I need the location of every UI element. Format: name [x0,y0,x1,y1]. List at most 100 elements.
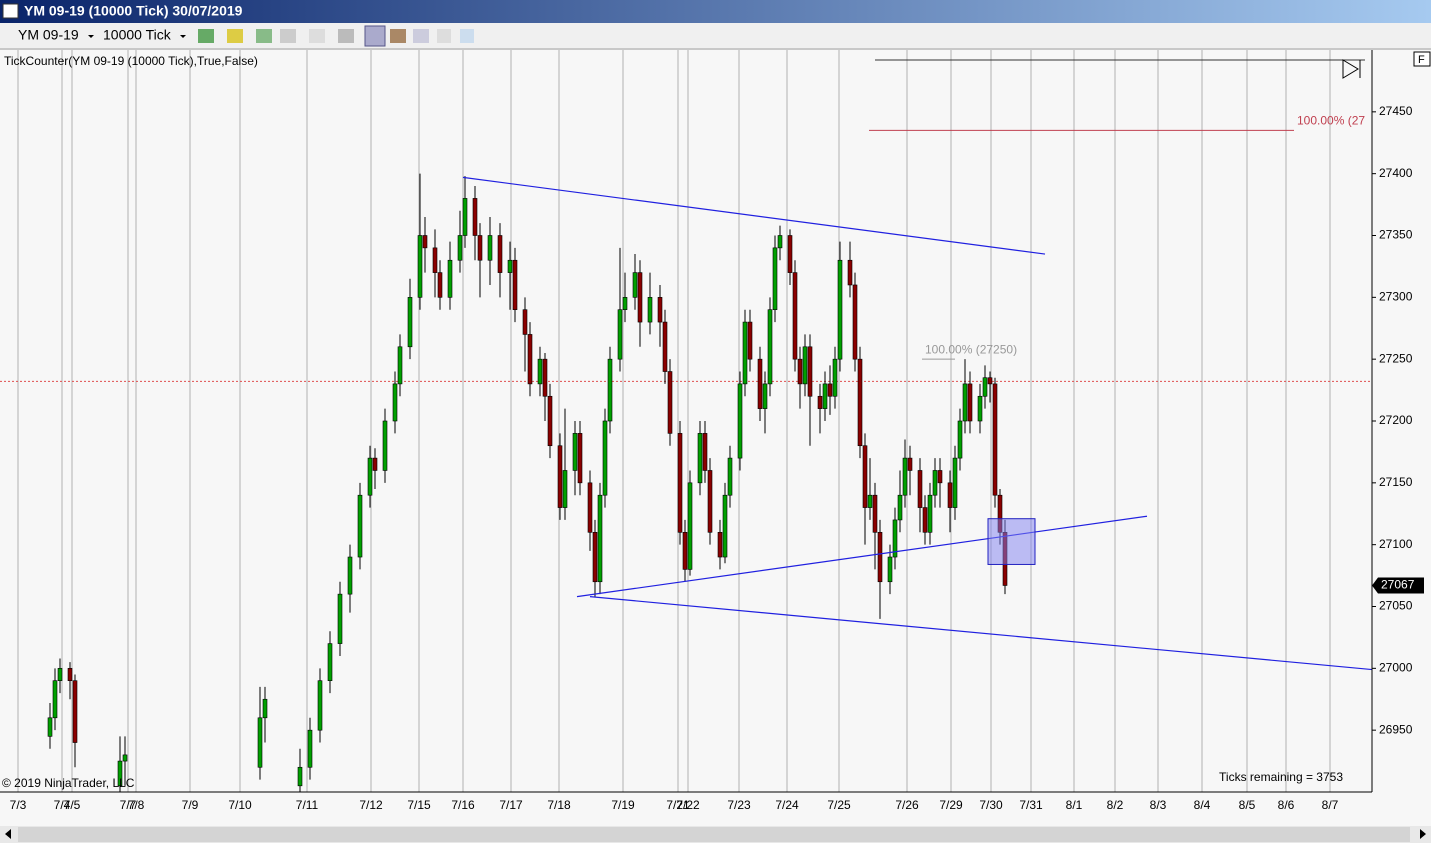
candle-body [717,531,723,558]
candle-body [797,358,803,385]
candle-body [577,433,583,484]
candle-body [262,698,268,719]
candle-body [317,680,323,731]
candle-body [632,272,638,298]
candle-body [932,470,938,496]
candle-body [677,433,683,533]
candle-body [557,445,563,508]
candle-body [927,494,933,533]
trend-line [462,176,1046,255]
draw-button[interactable] [227,29,243,43]
x-tick-label: 7/11 [296,798,319,812]
candle-body [777,235,783,249]
candle-body [822,383,828,409]
candle-body [327,643,333,681]
x-tick-label: 7/23 [727,798,751,812]
candle-body [952,457,958,508]
candle-body [867,494,873,508]
candle-body [827,383,833,397]
x-tick-label: 8/1 [1066,798,1083,812]
candle-body [687,482,693,570]
candle-body [742,321,748,385]
x-tick-label: 7/16 [451,798,475,812]
x-tick-label: 7/21 [666,798,690,812]
y-tick-label: 27050 [1379,599,1413,613]
x-tick-label: 7/19 [611,798,635,812]
candle-body [67,668,73,681]
properties-button[interactable] [390,29,406,43]
instrument-selector[interactable]: YM 09-19 [18,27,79,43]
y-tick-label: 27250 [1379,351,1413,365]
scroll-thumb[interactable] [18,827,1410,842]
candle-body [487,235,493,261]
x-tick-label: 8/7 [1322,798,1339,812]
last-price-label: 27067 [1381,578,1415,592]
candle-body [832,358,838,397]
toolbar-buttons [198,25,474,47]
chart-style-button[interactable] [198,29,214,43]
trend-line [589,596,1372,671]
y-tick-label: 27350 [1379,228,1413,242]
scroll-to-end[interactable] [1342,59,1361,79]
indicator-button[interactable] [256,29,272,43]
candle-body [862,445,868,508]
candle-body [807,346,813,397]
x-tick-label: 7/24 [775,798,799,812]
candle-body [307,729,313,768]
y-tick-label: 26950 [1379,722,1413,736]
toolbar [0,23,1431,49]
x-tick-label: 7/25 [827,798,851,812]
snapshot-button[interactable] [437,29,451,43]
candle-body [702,433,708,471]
layout-button[interactable] [460,29,474,43]
copyright: © 2019 NinjaTrader, LLC [2,776,135,790]
candle-body [52,680,58,719]
x-tick-label: 7/18 [547,798,571,812]
candle-body [457,235,463,261]
x-tick-label: 8/6 [1278,798,1295,812]
candle-body [992,383,998,496]
candle-body [472,198,478,236]
data-box-button[interactable] [364,25,386,47]
dropdown-arrow [180,35,186,38]
candle-body [537,358,543,385]
candle-body [957,420,963,459]
candle-body [477,235,483,261]
candle-body [57,668,63,681]
candle-body [707,470,713,533]
candle-body [372,457,378,471]
dropdown-arrow [88,35,94,38]
candle-body [347,556,353,595]
strategy-button[interactable] [280,29,296,43]
candle-body [542,358,548,397]
candle-body [562,470,568,508]
candle-body [587,482,593,533]
candle-body [617,309,623,360]
candle-body [392,383,398,422]
x-tick-label: 8/3 [1150,798,1167,812]
candle-body [802,346,808,385]
f-button[interactable] [1413,51,1431,67]
candle-body [757,358,763,409]
candle-body [897,494,903,521]
zone-rectangle [987,518,1036,565]
cursor-button[interactable] [309,29,325,43]
y-tick-label: 27450 [1379,104,1413,118]
candle-body [977,395,983,422]
y-tick-label: 27200 [1379,413,1413,427]
y-tick-label: 27100 [1379,537,1413,551]
candle-body [857,358,863,447]
template-button[interactable] [413,29,429,43]
candle-body [762,383,768,409]
period-selector[interactable]: 10000 Tick [103,27,172,43]
candle-body [792,272,798,360]
candle-body [852,284,858,360]
x-tick-label: 7/22 [676,798,700,812]
zoom-button[interactable] [338,29,354,43]
x-tick-label: 7/29 [939,798,963,812]
candle-body [847,259,853,286]
candle-body [962,383,968,422]
candle-body [72,680,78,743]
candle-body [47,717,53,737]
x-tick-label: 7/10 [228,798,252,812]
